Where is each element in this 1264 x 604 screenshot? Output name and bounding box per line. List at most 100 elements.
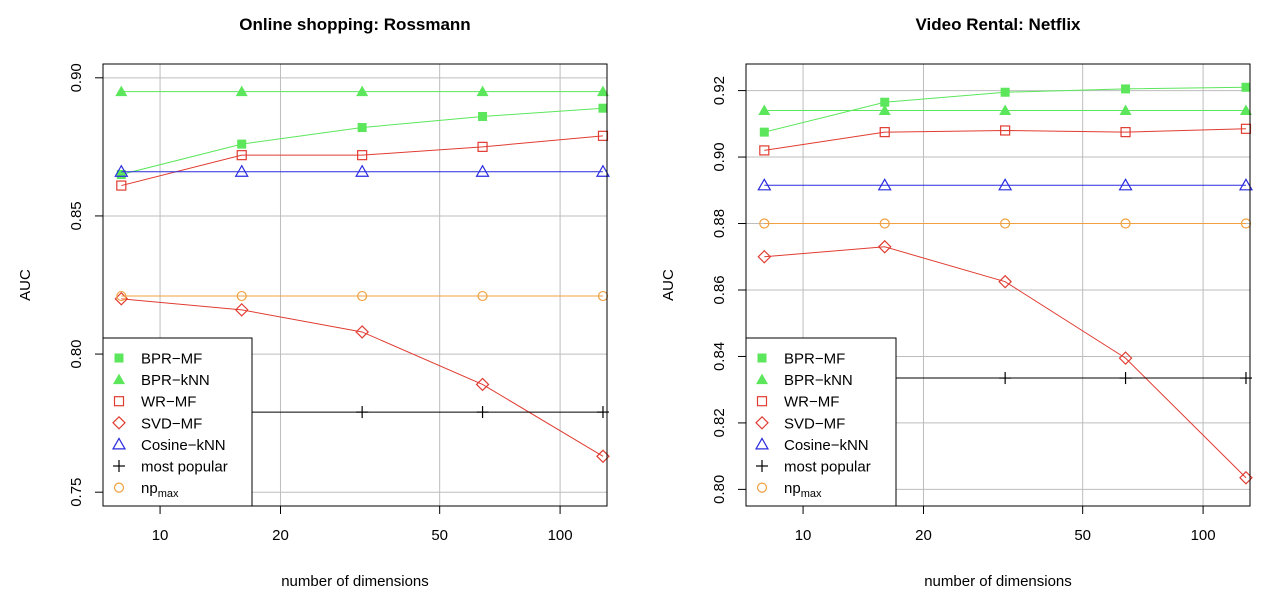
legend-marker-bpr_mf — [757, 353, 767, 363]
data-point-svd_mf — [1118, 351, 1133, 365]
data-point-cosine_knn — [757, 178, 772, 191]
x-axis-label: number of dimensions — [924, 573, 1072, 590]
data-point-svd_mf — [877, 239, 892, 254]
x-tick-label: 50 — [1074, 527, 1091, 544]
data-point-most_popular — [356, 406, 369, 419]
x-axis: 10 20 50 100 — [795, 506, 1216, 544]
x-tick-label: 10 — [152, 527, 169, 544]
data-point-cosine_knn — [1118, 178, 1133, 191]
data-point-bpr_knn — [235, 85, 248, 97]
x-tick-label: 10 — [795, 527, 812, 544]
legend-label-most_popular: most popular — [141, 459, 228, 476]
legend-label-wr_mf: WR−MF — [784, 394, 839, 411]
x-tick-label: 100 — [1191, 527, 1216, 544]
data-point-svd_mf — [234, 303, 249, 317]
plot-frame — [102, 63, 608, 507]
data-point-np_max — [116, 290, 127, 302]
series-group — [114, 85, 611, 464]
data-point-np_max — [759, 218, 770, 229]
legend-label-bpr_mf: BPR−MF — [141, 351, 202, 368]
legend-marker-bpr_mf — [114, 353, 124, 363]
data-point-cosine_knn — [998, 178, 1013, 191]
y-axis-label: AUC — [660, 269, 677, 301]
data-point-svd_mf — [475, 377, 490, 392]
data-point-most_popular — [1119, 372, 1132, 385]
legend-marker-cosine_knn — [754, 437, 770, 450]
y-tick-label: 0.75 — [68, 478, 85, 507]
data-point-np_max — [236, 290, 247, 302]
y-axis: 0.80 0.82 0.84 0.86 0.88 0.90 0.92 — [711, 76, 746, 504]
series-line-svd_mf — [764, 246, 1247, 479]
data-point-wr_mf — [477, 141, 488, 152]
legend-marker-most_popular — [113, 460, 125, 472]
x-tick-label: 20 — [272, 527, 289, 544]
data-point-most_popular — [999, 372, 1012, 385]
legend-label-cosine_knn: Cosine−kNN — [141, 437, 226, 454]
data-point-cosine_knn — [114, 164, 129, 177]
data-point-bpr_knn — [999, 104, 1012, 116]
legend-marker-bpr_knn — [756, 373, 768, 385]
data-point-np_max — [879, 218, 890, 229]
data-point-cosine_knn — [355, 164, 370, 177]
data-point-bpr_mf — [598, 103, 608, 113]
legend-label-subscript: max — [158, 488, 179, 500]
data-point-np_max — [357, 290, 368, 302]
legend-marker-wr_mf — [113, 396, 125, 407]
legend-label-svd_mf: SVD−MF — [784, 415, 845, 432]
data-point-bpr_knn — [1239, 104, 1252, 116]
data-point-bpr_mf — [1000, 87, 1010, 97]
x-tick-label: 20 — [915, 527, 932, 544]
x-tick-label: 50 — [431, 527, 448, 544]
legend-marker-wr_mf — [756, 396, 768, 407]
legend-marker-bpr_knn — [113, 373, 125, 385]
data-point-bpr_mf — [1121, 84, 1131, 94]
data-point-svd_mf — [355, 325, 369, 339]
legend-label-bpr_mf: BPR−MF — [784, 351, 845, 368]
legend-marker-cosine_knn — [111, 437, 127, 450]
legend: BPR−MF BPR−kNN WR−MF SVD−MF Cosine−kNN most p… — [102, 337, 253, 507]
legend-marker-svd_mf — [755, 415, 769, 430]
data-point-bpr_mf — [357, 123, 367, 133]
legend-label-wr_mf: WR−MF — [141, 394, 196, 411]
series-line-wr_mf — [764, 128, 1246, 151]
data-point-wr_mf — [1000, 125, 1011, 136]
legend-label-svd_mf: SVD−MF — [141, 415, 202, 432]
data-point-wr_mf — [236, 150, 247, 161]
data-point-np_max — [1120, 218, 1131, 229]
data-point-svd_mf — [757, 249, 772, 264]
y-axis: 0.75 0.80 0.85 0.90 — [68, 63, 103, 507]
plot-frame — [745, 63, 1251, 507]
data-point-cosine_knn — [1238, 178, 1254, 191]
y-tick-label: 0.80 — [68, 339, 85, 368]
data-point-np_max — [477, 290, 488, 302]
legend: BPR−MF BPR−kNN WR−MF SVD−MF Cosine−kNN most p… — [745, 337, 897, 507]
data-point-wr_mf — [759, 145, 770, 156]
data-point-cosine_knn — [877, 178, 892, 191]
data-point-wr_mf — [357, 150, 368, 161]
data-point-cosine_knn — [595, 164, 611, 177]
data-point-bpr_mf — [478, 111, 488, 121]
data-point-bpr_knn — [758, 104, 771, 116]
y-tick-label: 0.84 — [711, 342, 728, 371]
data-point-bpr_mf — [759, 127, 769, 137]
legend-box — [102, 337, 253, 507]
x-axis: 10 20 50 100 — [152, 506, 573, 544]
legend-marker-most_popular — [756, 460, 768, 472]
chart-title: Online shopping: Rossmann — [239, 15, 470, 34]
data-point-cosine_knn — [234, 164, 249, 177]
data-point-wr_mf — [879, 127, 890, 138]
y-tick-label: 0.90 — [711, 142, 728, 171]
legend-label-most_popular: most popular — [784, 459, 871, 476]
y-tick-label: 0.88 — [711, 209, 728, 238]
data-point-bpr_knn — [476, 85, 489, 97]
legend-label-cosine_knn: Cosine−kNN — [784, 437, 869, 454]
legend-marker-np_max — [113, 482, 125, 493]
data-point-bpr_knn — [1119, 104, 1132, 116]
y-tick-label: 0.82 — [711, 408, 728, 437]
legend-label-subscript: max — [801, 488, 822, 500]
y-tick-label: 0.86 — [711, 275, 728, 304]
y-tick-label: 0.92 — [711, 76, 728, 105]
